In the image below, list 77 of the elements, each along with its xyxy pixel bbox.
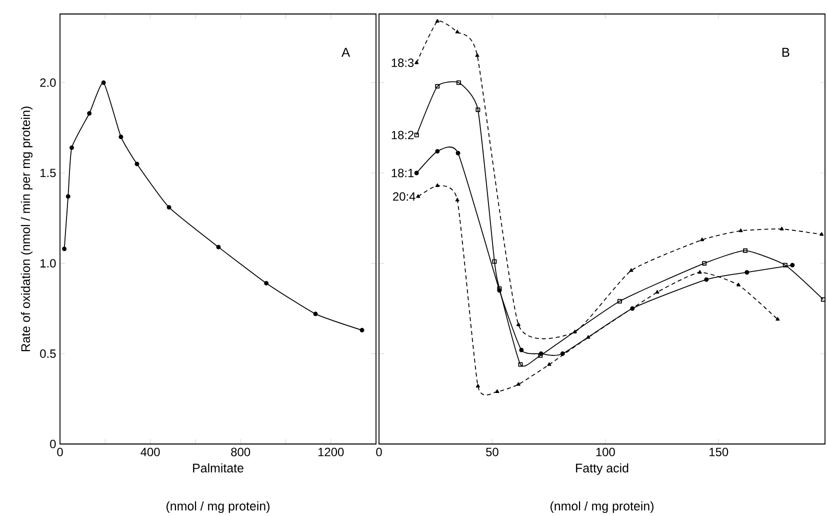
- point: [782, 262, 788, 268]
- annotation: B: [782, 48, 790, 57]
- text: (nmol / mg protein): [166, 501, 270, 513]
- point: [744, 270, 750, 274]
- point: [101, 80, 106, 85]
- point: [630, 306, 635, 311]
- point: [560, 351, 565, 356]
- point: [134, 162, 140, 166]
- point: [700, 237, 704, 242]
- point: [118, 134, 124, 139]
- point: [519, 348, 524, 352]
- point: [414, 60, 419, 64]
- point: [790, 262, 795, 268]
- point: [456, 150, 460, 156]
- point: [87, 111, 92, 116]
- x-tick-label: 0: [57, 448, 63, 456]
- x-tick-label: 50: [486, 448, 498, 456]
- point: [736, 282, 741, 286]
- series-label: 18:2: [392, 130, 414, 140]
- point: [743, 248, 748, 253]
- point: [416, 194, 420, 198]
- point: [264, 280, 269, 286]
- point: [360, 328, 364, 332]
- point: [455, 198, 460, 202]
- point: [629, 268, 634, 272]
- point: [216, 244, 221, 250]
- series-label: 18:1: [392, 168, 414, 178]
- text: (nmol / mg protein): [550, 501, 654, 513]
- x-axis-title: Fatty acid: [576, 463, 628, 475]
- point: [455, 30, 460, 34]
- point: [738, 228, 743, 232]
- point: [820, 232, 824, 236]
- point: [414, 170, 419, 176]
- x-tick-label: 1200: [318, 448, 344, 456]
- y-axis-title: Rate of oxidation (nmol / min per mg protein): [20, 106, 33, 352]
- point: [476, 107, 480, 112]
- x-tick-label: 0: [376, 448, 382, 456]
- point: [62, 246, 67, 251]
- x-tick-label: 100: [596, 448, 615, 456]
- point: [313, 312, 318, 316]
- y-tick-label: 1.5: [40, 168, 56, 178]
- point: [476, 384, 480, 388]
- point: [776, 316, 780, 321]
- point: [475, 53, 480, 57]
- series-label: 18:3: [392, 58, 414, 67]
- point: [69, 145, 74, 150]
- point: [698, 270, 702, 274]
- point: [617, 298, 622, 304]
- point: [780, 226, 784, 230]
- y-tick-label: 0: [50, 440, 56, 448]
- point: [166, 204, 172, 210]
- point: [435, 183, 440, 187]
- x-tick-label: 400: [140, 448, 160, 456]
- point: [492, 259, 497, 264]
- point: [516, 382, 520, 386]
- x-tick-label: 800: [231, 448, 250, 456]
- x-tick-label: 150: [710, 448, 728, 456]
- x-axis-title: Palmitate: [193, 463, 244, 472]
- point: [702, 260, 707, 266]
- point: [547, 362, 552, 366]
- point: [586, 335, 590, 339]
- point: [516, 322, 520, 326]
- y-tick-label: 1.0: [40, 258, 56, 268]
- point: [655, 290, 660, 294]
- y-tick-label: 2.0: [40, 78, 56, 87]
- point: [435, 84, 440, 88]
- point: [518, 362, 523, 367]
- annotation: A: [342, 48, 350, 57]
- point: [495, 389, 500, 393]
- series-label: 20:4: [393, 192, 416, 201]
- y-tick-label: 0.5: [40, 349, 56, 358]
- point: [435, 148, 440, 154]
- point: [704, 277, 709, 282]
- point: [66, 194, 70, 199]
- point: [572, 330, 577, 334]
- point: [456, 80, 461, 85]
- point: [435, 18, 440, 22]
